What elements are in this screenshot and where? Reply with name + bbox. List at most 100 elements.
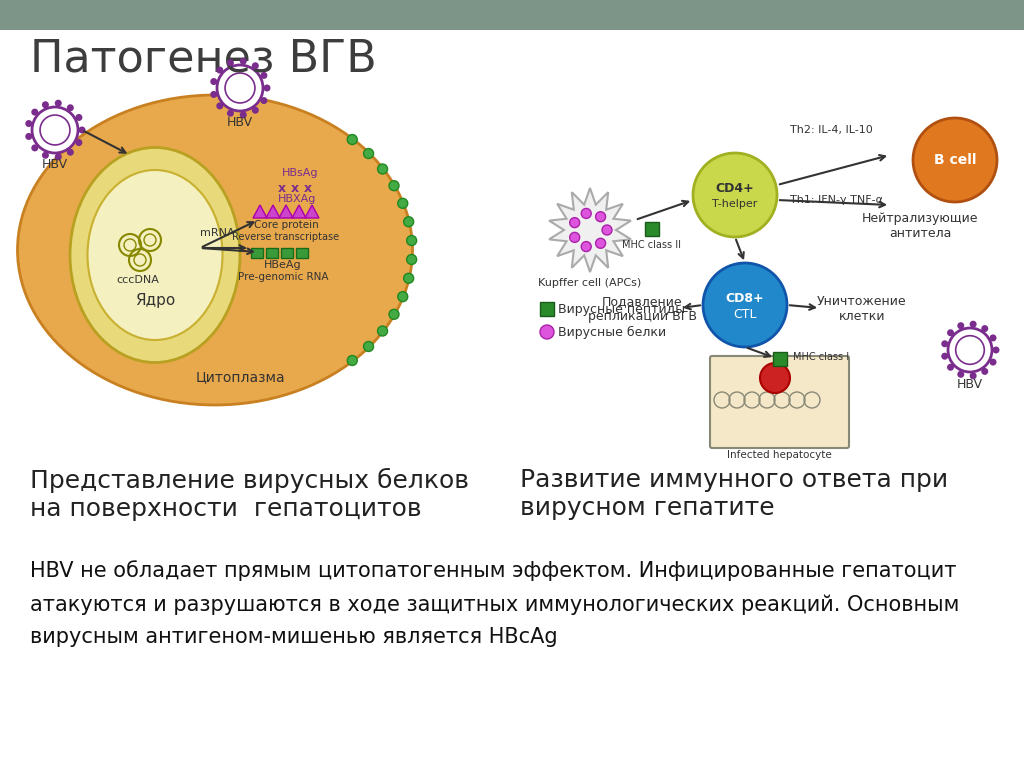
Circle shape — [260, 97, 267, 104]
Circle shape — [703, 263, 787, 347]
Text: Core protein: Core protein — [254, 220, 318, 230]
Circle shape — [32, 107, 78, 153]
Circle shape — [947, 329, 954, 336]
Circle shape — [76, 139, 82, 146]
Circle shape — [32, 109, 38, 116]
Text: Reverse transcriptase: Reverse transcriptase — [232, 232, 340, 242]
Circle shape — [403, 273, 414, 283]
Circle shape — [693, 153, 777, 237]
Text: HBV: HBV — [957, 378, 983, 391]
Circle shape — [252, 107, 259, 114]
Text: Нейтрализующие
антитела: Нейтрализующие антитела — [862, 212, 978, 240]
Circle shape — [941, 353, 948, 360]
Text: Уничтожение
клетки: Уничтожение клетки — [817, 295, 907, 323]
Circle shape — [970, 321, 977, 328]
Text: T-helper: T-helper — [713, 199, 758, 209]
Text: HBsAg: HBsAg — [282, 168, 318, 178]
Text: x: x — [304, 182, 312, 195]
FancyBboxPatch shape — [296, 248, 308, 258]
Text: Цитоплазма: Цитоплазма — [196, 370, 285, 384]
Circle shape — [992, 347, 999, 354]
Text: Вирусные белки: Вирусные белки — [558, 325, 667, 338]
Circle shape — [989, 359, 996, 366]
Text: Pre-genomic RNA: Pre-genomic RNA — [238, 272, 329, 282]
Circle shape — [227, 59, 233, 66]
Text: Подавление
репликации ВГВ: Подавление репликации ВГВ — [588, 295, 696, 323]
Polygon shape — [253, 205, 267, 218]
FancyBboxPatch shape — [645, 222, 659, 236]
Circle shape — [957, 370, 965, 378]
Ellipse shape — [87, 170, 222, 340]
Circle shape — [582, 242, 591, 252]
Circle shape — [364, 341, 374, 351]
Text: Представление вирусных белков
на поверхности  гепатоцитов: Представление вирусных белков на поверхн… — [30, 468, 469, 521]
Text: CD4+: CD4+ — [716, 183, 755, 196]
Circle shape — [397, 291, 408, 301]
Circle shape — [407, 235, 417, 245]
Circle shape — [948, 328, 992, 372]
Text: mRNA: mRNA — [200, 228, 234, 238]
FancyBboxPatch shape — [0, 0, 1024, 30]
Circle shape — [54, 153, 61, 160]
Text: MHC class I: MHC class I — [793, 352, 849, 362]
Circle shape — [596, 212, 605, 222]
Circle shape — [569, 218, 580, 228]
Circle shape — [970, 372, 977, 380]
Circle shape — [210, 91, 217, 98]
Text: Th1: IFN-γ TNF-α: Th1: IFN-γ TNF-α — [790, 195, 883, 205]
Circle shape — [955, 336, 984, 364]
Circle shape — [240, 111, 247, 118]
Text: x: x — [291, 182, 299, 195]
Circle shape — [225, 73, 255, 103]
Text: MHC class II: MHC class II — [623, 240, 682, 250]
Circle shape — [79, 127, 85, 133]
Circle shape — [378, 164, 387, 174]
Text: Развитие иммунного ответа при
вирусном гепатите: Развитие иммунного ответа при вирусном г… — [520, 468, 948, 520]
Circle shape — [389, 181, 399, 191]
Circle shape — [216, 67, 223, 74]
Circle shape — [596, 239, 605, 249]
Circle shape — [941, 341, 948, 347]
Text: x: x — [278, 182, 286, 195]
Text: HBV не обладает прямым цитопатогенным эффектом. Инфицированные гепатоцит
атакуют: HBV не обладает прямым цитопатогенным эф… — [30, 560, 959, 647]
Circle shape — [54, 100, 61, 107]
Circle shape — [42, 152, 49, 159]
Polygon shape — [305, 205, 319, 218]
FancyBboxPatch shape — [773, 352, 787, 366]
Circle shape — [26, 120, 33, 127]
Circle shape — [957, 322, 965, 329]
Circle shape — [263, 84, 270, 91]
Text: Ядро: Ядро — [135, 292, 175, 308]
Text: Kupffer cell (APCs): Kupffer cell (APCs) — [539, 278, 642, 288]
Circle shape — [981, 325, 988, 332]
Circle shape — [252, 62, 259, 69]
Text: HBXAg: HBXAg — [278, 194, 316, 204]
Text: Th2: IL-4, IL-10: Th2: IL-4, IL-10 — [790, 125, 872, 135]
Circle shape — [67, 104, 74, 111]
Circle shape — [989, 334, 996, 341]
Polygon shape — [549, 188, 631, 272]
Text: CTL: CTL — [733, 308, 757, 321]
Circle shape — [569, 232, 580, 242]
Circle shape — [947, 364, 954, 370]
Circle shape — [260, 72, 267, 79]
Circle shape — [397, 199, 408, 209]
Circle shape — [760, 363, 790, 393]
Text: HBeAg: HBeAg — [264, 260, 302, 270]
Circle shape — [26, 133, 33, 140]
Circle shape — [347, 355, 357, 365]
Circle shape — [378, 326, 387, 336]
Circle shape — [40, 115, 70, 145]
Text: Вирусные пептиды: Вирусные пептиды — [558, 302, 685, 315]
Circle shape — [240, 58, 247, 64]
Circle shape — [32, 144, 38, 151]
Text: HBV: HBV — [227, 116, 253, 129]
Circle shape — [389, 309, 399, 319]
Text: B cell: B cell — [934, 153, 976, 167]
Circle shape — [913, 118, 997, 202]
Circle shape — [403, 217, 414, 227]
Circle shape — [347, 134, 357, 144]
Polygon shape — [279, 205, 293, 218]
Circle shape — [210, 78, 217, 85]
Polygon shape — [266, 205, 280, 218]
